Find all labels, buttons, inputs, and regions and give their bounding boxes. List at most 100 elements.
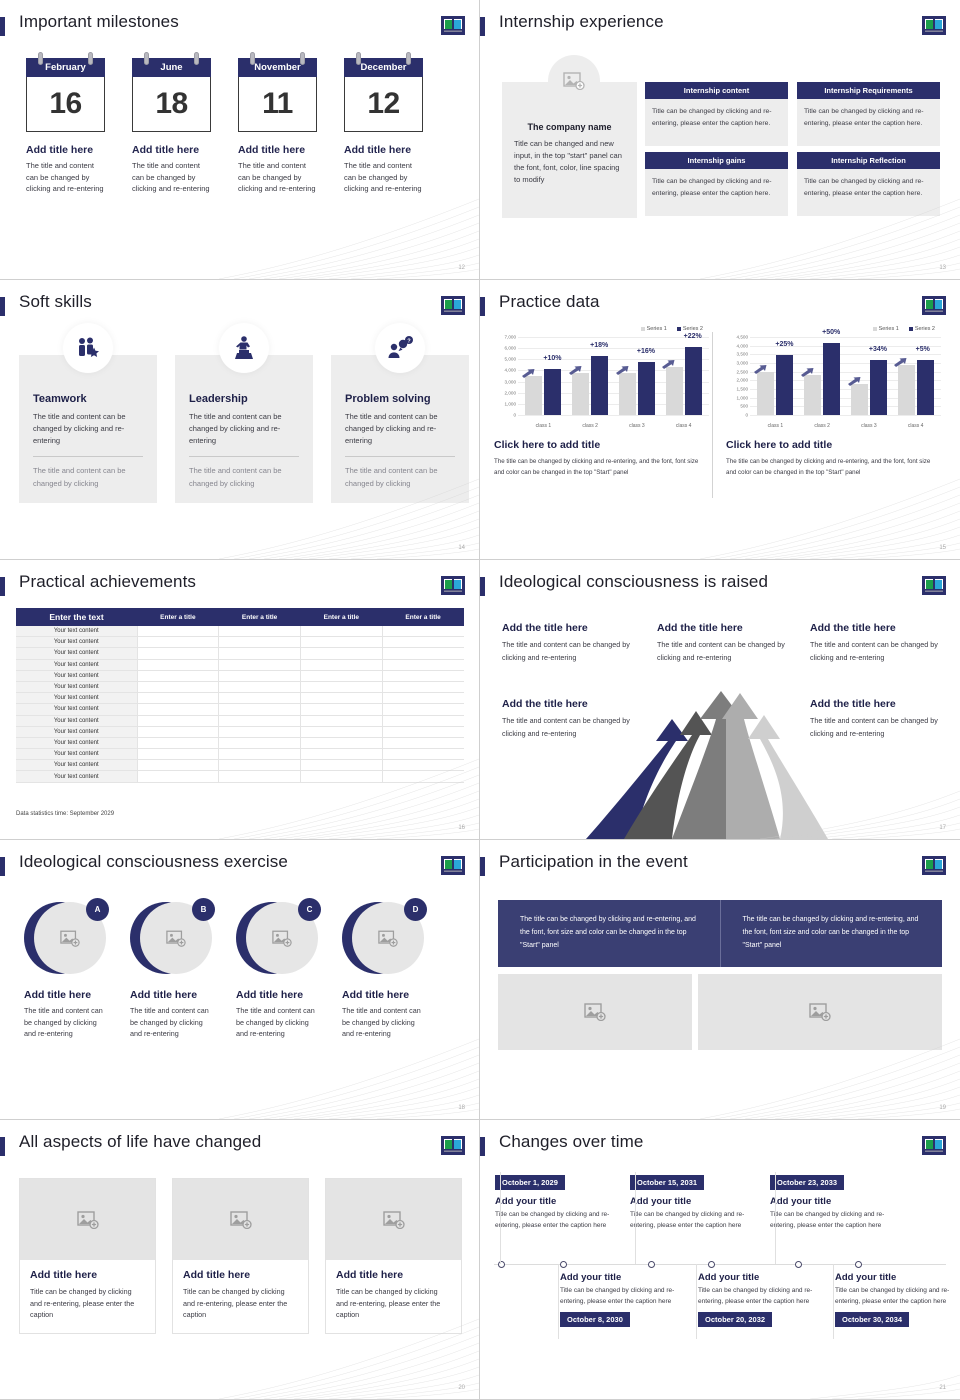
milestone-card[interactable]: November 11 Add title here The title and… xyxy=(238,52,317,195)
table-cell[interactable]: Your text content xyxy=(16,681,138,694)
table-cell[interactable] xyxy=(218,748,301,761)
table-cell[interactable]: Your text content xyxy=(16,659,138,671)
table-cell[interactable] xyxy=(300,636,383,649)
timeline-dot[interactable] xyxy=(498,1261,505,1268)
table-cell[interactable] xyxy=(218,770,301,783)
exercise-card[interactable]: C Add title here The title and content can… xyxy=(236,898,321,1040)
internship-box[interactable]: Internship Reflection Title can be chang… xyxy=(797,152,940,216)
life-card[interactable]: Add title here Title can be changed by cl… xyxy=(325,1178,462,1334)
table-row[interactable]: Your text content xyxy=(16,703,464,716)
bar-group[interactable]: +5% xyxy=(892,337,939,415)
table-cell[interactable] xyxy=(218,681,301,694)
timeline-event-top[interactable]: October 15, 2031 Add your title Title can … xyxy=(630,1172,750,1231)
table-cell[interactable] xyxy=(218,737,301,750)
table-cell[interactable]: Your text content xyxy=(16,692,138,705)
soft-skill-card[interactable]: Leadership The title and content can be … xyxy=(175,323,313,503)
table-cell[interactable] xyxy=(137,737,220,750)
consciousness-item[interactable]: Add the title here The title and content… xyxy=(502,622,654,664)
achievements-table[interactable]: Enter the text Enter a title Enter a title… xyxy=(16,608,464,783)
table-cell[interactable] xyxy=(218,659,301,671)
milestone-card[interactable]: June 18 Add title here The title and con… xyxy=(132,52,211,195)
table-row[interactable]: Your text content xyxy=(16,692,464,705)
table-cell[interactable] xyxy=(382,726,464,738)
soft-skill-card[interactable]: ? Problem solving The title and content … xyxy=(331,323,469,503)
table-cell[interactable] xyxy=(382,703,464,716)
table-cell[interactable] xyxy=(137,681,220,694)
table-cell[interactable] xyxy=(137,636,220,649)
table-row[interactable]: Your text content xyxy=(16,770,464,783)
table-cell[interactable] xyxy=(218,703,301,716)
table-cell[interactable] xyxy=(137,715,220,727)
table-cell[interactable] xyxy=(218,647,301,660)
internship-box[interactable]: Internship Requirements Title can be cha… xyxy=(797,82,940,146)
table-cell[interactable] xyxy=(137,703,220,716)
bar-group[interactable]: +34% xyxy=(846,337,893,415)
table-cell[interactable] xyxy=(382,681,464,694)
timeline-dot[interactable] xyxy=(708,1261,715,1268)
timeline-event-bottom[interactable]: Add your title Title can be changed by cl… xyxy=(835,1272,955,1328)
table-cell[interactable] xyxy=(218,726,301,738)
table-cell[interactable] xyxy=(382,626,464,638)
table-column-header[interactable]: Enter a title xyxy=(382,608,464,626)
table-row[interactable]: Your text content xyxy=(16,626,464,638)
soft-skill-card[interactable]: Teamwork The title and content can be ch… xyxy=(19,323,157,503)
bar-group[interactable]: +16% xyxy=(614,337,661,415)
bar-group[interactable]: +18% xyxy=(567,337,614,415)
table-column-header[interactable]: Enter a title xyxy=(218,608,301,626)
table-cell[interactable] xyxy=(300,737,383,750)
bar-group[interactable]: +22% xyxy=(660,333,707,415)
table-cell[interactable]: Your text content xyxy=(16,759,138,772)
milestone-card[interactable]: December 12 Add title here The title and… xyxy=(344,52,423,195)
table-cell[interactable] xyxy=(382,737,464,750)
table-cell[interactable] xyxy=(382,670,464,682)
table-cell[interactable]: Your text content xyxy=(16,715,138,727)
table-cell[interactable] xyxy=(382,759,464,772)
table-cell[interactable] xyxy=(300,692,383,705)
table-cell[interactable] xyxy=(300,659,383,671)
bar-group[interactable]: +10% xyxy=(520,337,567,415)
table-cell[interactable] xyxy=(218,670,301,682)
table-cell[interactable] xyxy=(300,759,383,772)
company-image-circle[interactable] xyxy=(548,55,600,107)
exercise-card[interactable]: A Add title here The title and content can… xyxy=(24,898,109,1040)
table-cell[interactable] xyxy=(300,703,383,716)
table-column-header[interactable]: Enter the text xyxy=(16,608,137,626)
table-cell[interactable] xyxy=(300,715,383,727)
table-cell[interactable] xyxy=(382,636,464,649)
table-row[interactable]: Your text content xyxy=(16,715,464,727)
table-cell[interactable] xyxy=(300,647,383,660)
table-row[interactable]: Your text content xyxy=(16,636,464,649)
milestone-card[interactable]: February 16 Add title here The title and… xyxy=(26,52,105,195)
table-cell[interactable] xyxy=(382,715,464,727)
table-cell[interactable] xyxy=(218,759,301,772)
table-cell[interactable]: Your text content xyxy=(16,636,138,649)
consciousness-item[interactable]: Add the title here The title and content… xyxy=(657,622,809,664)
table-cell[interactable]: Your text content xyxy=(16,748,138,761)
exercise-card[interactable]: B Add title here The title and content can… xyxy=(130,898,215,1040)
timeline-dot[interactable] xyxy=(855,1261,862,1268)
image-placeholder[interactable] xyxy=(326,1179,461,1260)
table-cell[interactable] xyxy=(300,681,383,694)
timeline-dot[interactable] xyxy=(795,1261,802,1268)
consciousness-item[interactable]: Add the title here The title and content… xyxy=(810,698,960,740)
table-cell[interactable] xyxy=(382,659,464,671)
table-row[interactable]: Your text content xyxy=(16,647,464,660)
table-row[interactable]: Your text content xyxy=(16,748,464,761)
table-cell[interactable] xyxy=(137,659,220,671)
exercise-card[interactable]: D Add title here The title and content can… xyxy=(342,898,427,1040)
table-cell[interactable] xyxy=(300,748,383,761)
timeline-event-top[interactable]: October 1, 2029 Add your title Title can b… xyxy=(495,1172,615,1231)
timeline-event-bottom[interactable]: Add your title Title can be changed by cl… xyxy=(698,1272,818,1328)
table-cell[interactable] xyxy=(137,647,220,660)
table-cell[interactable]: Your text content xyxy=(16,770,138,783)
table-row[interactable]: Your text content xyxy=(16,759,464,772)
table-cell[interactable] xyxy=(218,636,301,649)
bar-group[interactable]: +25% xyxy=(752,337,799,415)
table-cell[interactable] xyxy=(218,715,301,727)
life-card[interactable]: Add title here Title can be changed by cl… xyxy=(172,1178,309,1334)
table-cell[interactable] xyxy=(218,692,301,705)
table-cell[interactable]: Your text content xyxy=(16,726,138,738)
table-column-header[interactable]: Enter a title xyxy=(137,608,219,626)
table-cell[interactable]: Your text content xyxy=(16,737,138,750)
timeline-dot[interactable] xyxy=(648,1261,655,1268)
